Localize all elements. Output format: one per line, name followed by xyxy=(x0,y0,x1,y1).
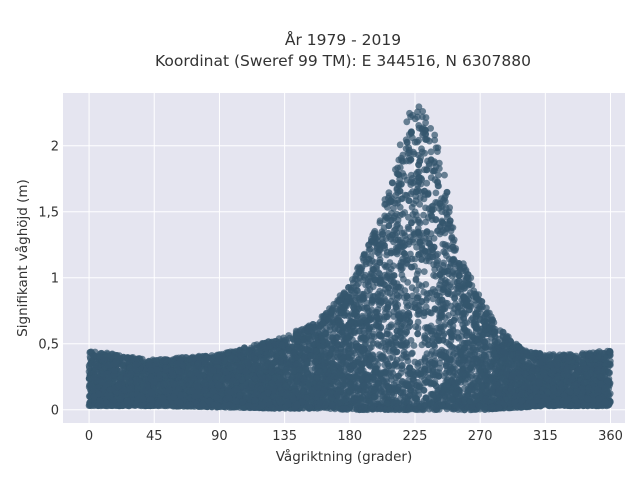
data-point xyxy=(362,271,369,279)
data-point xyxy=(445,312,452,319)
data-point xyxy=(407,263,415,271)
data-point xyxy=(432,189,440,197)
data-point xyxy=(422,218,429,226)
data-point xyxy=(404,279,412,286)
data-point xyxy=(421,334,428,342)
data-point xyxy=(415,103,423,111)
data-points xyxy=(85,103,614,414)
data-point xyxy=(403,118,411,126)
data-point xyxy=(454,334,462,341)
data-point xyxy=(396,141,404,149)
data-point xyxy=(427,148,435,156)
data-point xyxy=(419,108,427,115)
data-point xyxy=(410,342,418,349)
data-point xyxy=(396,203,404,211)
data-point xyxy=(446,204,453,212)
data-point xyxy=(414,324,422,332)
data-point xyxy=(414,108,421,116)
data-point xyxy=(423,179,431,187)
data-point xyxy=(403,299,410,307)
data-point xyxy=(448,233,456,241)
